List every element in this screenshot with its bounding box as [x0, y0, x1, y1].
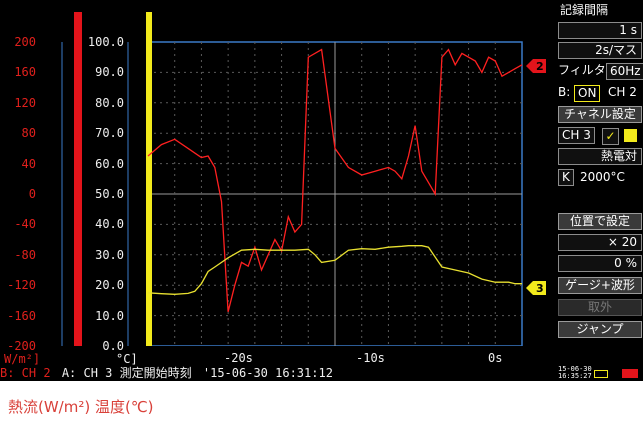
a-channel-info: A: CH 3: [61, 366, 113, 380]
b-toggle[interactable]: ON: [574, 85, 601, 102]
status-time: 16:35:27: [558, 372, 592, 380]
heat-tick-label: 0: [28, 187, 36, 201]
recording-interval-value[interactable]: 1 s: [558, 22, 642, 39]
info-bar: B: CH 2 A: CH 3 測定開始時刻 '15-06-30 16:31:1…: [0, 366, 555, 381]
temperature-series-line: [147, 245, 522, 295]
ch3-check-icon[interactable]: ✓: [602, 128, 619, 145]
ch2-marker: 2: [526, 59, 546, 73]
heat-tick-label: -200: [7, 339, 36, 353]
heat-unit-label: W/m²]: [4, 352, 41, 366]
x-tick-label: -20s: [224, 351, 253, 365]
filter-label: フィルタ: [558, 63, 606, 77]
thermocouple-label[interactable]: 熱電対: [558, 148, 642, 165]
jump-button[interactable]: ジャンプ: [558, 321, 642, 338]
ch3-marker: 3: [526, 281, 546, 295]
status-date: 15-06-30: [558, 365, 592, 373]
series-group: [147, 48, 523, 312]
ch3-select[interactable]: CH 3: [558, 127, 595, 144]
recording-interval-label: 記録間隔: [560, 3, 609, 17]
temp-tick-label: 60.0: [95, 156, 124, 171]
temp-tick-label: 0.0: [102, 339, 124, 353]
temp-tick-label: 50.0: [95, 187, 124, 201]
b-label: B:: [558, 85, 571, 99]
heat-tick-label: -160: [7, 308, 36, 323]
x-tick-label: -10s: [356, 351, 385, 365]
card-icon: [594, 370, 608, 378]
figure-caption: 熱流(W/m²) 温度(℃): [8, 398, 154, 416]
x-tick-label: 0s: [488, 351, 503, 365]
position-setting-button[interactable]: 位置で設定: [558, 213, 642, 230]
grid-lines: [148, 42, 522, 346]
scroll-track: [0, 346, 556, 366]
channel-settings-button[interactable]: チャネル設定: [558, 106, 642, 123]
temp-tick-label: 80.0: [95, 95, 124, 110]
heat-tick-label: -40: [14, 217, 36, 232]
settings-panel: 記録間隔 1 s 2s/マス フィルタ 60Hz B: ON CH 2 チャネル…: [556, 0, 643, 366]
b-channel-row: B: ON CH 2: [558, 84, 643, 102]
ch3-marker-label: 3: [536, 282, 544, 295]
temp-tick-label: 90.0: [95, 65, 124, 80]
filter-value[interactable]: 60Hz: [606, 63, 643, 80]
heat-tick-label: 160: [14, 65, 36, 80]
waveform-plot: 2 3: [0, 12, 556, 366]
temp-tick-label: 100.0: [87, 35, 124, 49]
temp-unit-label: °C]: [116, 352, 138, 366]
heat-tick-label: -80: [14, 247, 36, 262]
heat-flux-series-line: [147, 48, 523, 312]
ch3-color-swatch[interactable]: [624, 129, 637, 142]
offset-value[interactable]: 0 %: [558, 255, 642, 272]
filter-row: フィルタ 60Hz: [558, 62, 643, 80]
status-corner: 15-06-30 16:35:27: [556, 366, 643, 381]
ch3-row: CH 3 ✓: [558, 127, 643, 145]
time-div-value[interactable]: 2s/マス: [558, 42, 642, 59]
remove-button[interactable]: 取外: [558, 299, 642, 316]
b-channel-select[interactable]: CH 2: [608, 85, 637, 99]
zoom-value[interactable]: × 20: [558, 234, 642, 251]
thermo-row: K 2000°C: [558, 169, 643, 186]
heat-tick-label: 80: [21, 126, 36, 141]
gauge-wave-button[interactable]: ゲージ+波形: [558, 277, 642, 294]
temp-tick-label: 40.0: [95, 217, 124, 232]
start-time-label: 測定開始時刻: [119, 366, 192, 380]
cursor-b-bar: [74, 12, 82, 366]
start-time-value: '15-06-30 16:31:12: [202, 366, 333, 380]
ch2-marker-label: 2: [536, 60, 544, 73]
thermo-range[interactable]: 2000°C: [580, 170, 625, 184]
temp-tick-label: 20.0: [95, 278, 124, 293]
heat-tick-label: -120: [7, 278, 36, 293]
cursor-a-bar: [146, 12, 152, 366]
logger-screen: 2 3 200 100.0 160 90.0 120 80.0 80 70.0 40 60.0 0 5…: [0, 0, 643, 381]
b-channel-info: B: CH 2: [0, 366, 51, 380]
temp-tick-label: 70.0: [95, 126, 124, 141]
temp-tick-label: 30.0: [95, 247, 124, 262]
heat-tick-label: 40: [21, 156, 36, 171]
heat-tick-label: 200: [14, 35, 36, 49]
battery-icon: [622, 369, 638, 378]
thermo-type-select[interactable]: K: [558, 169, 574, 186]
temp-tick-label: 10.0: [95, 308, 124, 323]
heat-tick-label: 120: [14, 95, 36, 110]
